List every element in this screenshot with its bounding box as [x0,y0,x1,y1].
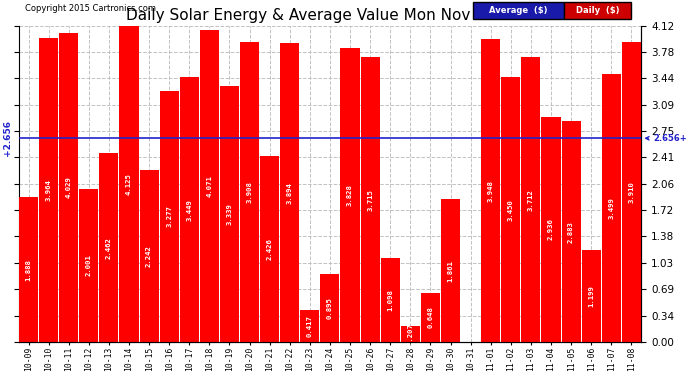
Bar [361,57,380,342]
Text: 3.715: 3.715 [367,189,373,210]
Text: 0.417: 0.417 [307,315,313,337]
Bar [401,326,420,342]
Bar [280,43,299,342]
Bar [220,86,239,342]
Bar [542,117,560,342]
Text: 2.656+: 2.656+ [646,134,688,143]
Text: 1.098: 1.098 [387,289,393,311]
Text: 4.071: 4.071 [206,175,213,197]
Bar [39,38,58,342]
Text: 3.908: 3.908 [246,181,253,203]
Text: Copyright 2015 Cartronics.com: Copyright 2015 Cartronics.com [25,4,156,13]
Bar [99,153,119,342]
Text: 3.712: 3.712 [528,189,534,211]
Bar [320,273,339,342]
Bar [300,310,319,342]
Bar [79,189,99,342]
Bar [340,48,359,342]
Bar [59,33,78,342]
Bar [260,156,279,342]
Text: 3.277: 3.277 [166,206,172,227]
Bar [501,77,520,342]
FancyBboxPatch shape [473,2,564,20]
Text: 3.828: 3.828 [347,184,353,206]
Bar [159,91,179,342]
Text: 3.894: 3.894 [287,182,293,204]
Text: 4.029: 4.029 [66,177,72,198]
Text: 2.242: 2.242 [146,245,152,267]
Bar [200,30,219,342]
Text: 3.910: 3.910 [629,181,634,203]
Bar [119,26,139,342]
Bar [582,250,601,342]
Text: Daily  ($): Daily ($) [575,6,619,15]
Bar [522,57,540,342]
Text: 3.964: 3.964 [46,179,52,201]
Text: 4.125: 4.125 [126,173,132,195]
Text: +2.656: +2.656 [3,120,12,156]
Bar [622,42,641,342]
Text: 1.199: 1.199 [588,285,594,307]
Text: 2.936: 2.936 [548,219,554,240]
Bar [441,200,460,342]
Text: 2.883: 2.883 [568,220,574,243]
Text: 0.895: 0.895 [327,297,333,319]
Text: 1.888: 1.888 [26,259,32,281]
Bar [562,121,580,342]
Bar [421,292,440,342]
Text: 0.648: 0.648 [427,306,433,328]
Text: 1.861: 1.861 [448,260,453,282]
Bar [240,42,259,342]
Text: 2.462: 2.462 [106,237,112,259]
Text: 3.449: 3.449 [186,199,193,221]
Text: 3.499: 3.499 [609,197,614,219]
Text: 2.426: 2.426 [266,238,273,260]
Bar [381,258,400,342]
Text: 2.001: 2.001 [86,255,92,276]
Text: 3.450: 3.450 [508,199,514,221]
Bar [139,170,159,342]
Bar [602,74,621,342]
Bar [481,39,500,342]
Bar [180,77,199,342]
FancyBboxPatch shape [564,2,631,20]
Title: Daily Solar Energy & Average Value Mon Nov 9 16:40: Daily Solar Energy & Average Value Mon N… [126,8,534,23]
Bar [19,197,38,342]
Text: 3.948: 3.948 [488,180,493,202]
Text: Average  ($): Average ($) [489,6,548,15]
Text: 3.339: 3.339 [226,203,233,225]
Text: 0.207: 0.207 [407,323,413,345]
